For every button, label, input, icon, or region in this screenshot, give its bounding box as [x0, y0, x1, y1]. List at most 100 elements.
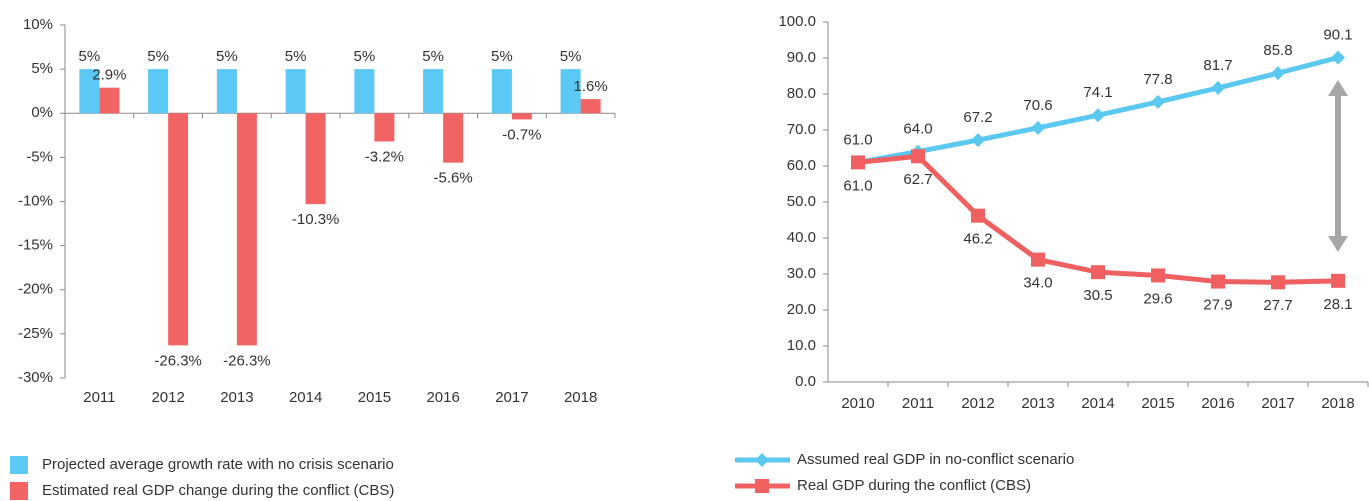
y-tick-label: 70.0: [787, 121, 816, 138]
x-tick-label: 2017: [495, 389, 528, 406]
x-tick-label: 2011: [902, 395, 934, 412]
data-label: 46.2: [963, 231, 992, 248]
data-label: 1.6%: [574, 78, 608, 95]
y-tick-label: 0.0: [795, 373, 816, 390]
bar: [511, 113, 532, 120]
legend-marker: [755, 479, 769, 493]
x-tick-label: 2012: [151, 389, 184, 406]
data-label: -26.3%: [154, 352, 202, 369]
data-label: 5%: [354, 48, 376, 65]
point-marker: [1091, 265, 1105, 280]
bar: [148, 69, 169, 114]
legend-label: Estimated real GDP change during the con…: [42, 482, 394, 499]
point-marker: [1151, 268, 1165, 283]
bar: [285, 69, 306, 114]
x-tick-label: 2016: [426, 389, 459, 406]
point-marker: [971, 208, 985, 223]
x-tick-label: 2017: [1261, 395, 1294, 412]
y-tick-label: -5%: [26, 148, 53, 165]
data-label: 61.0: [843, 131, 872, 148]
legend-marker: [755, 453, 769, 467]
data-label: 29.6: [1143, 290, 1172, 307]
legend-label: Assumed real GDP in no-conflict scenario: [797, 451, 1074, 468]
data-label: 62.7: [903, 171, 932, 188]
y-tick-label: -15%: [18, 237, 53, 254]
data-label: 61.0: [843, 177, 872, 194]
bar: [99, 87, 120, 114]
data-label: 74.1: [1083, 84, 1112, 101]
data-label: 70.6: [1023, 97, 1052, 114]
point-marker: [1151, 94, 1165, 109]
x-tick-label: 2015: [358, 389, 391, 406]
point-marker: [1031, 120, 1045, 135]
point-marker: [1331, 50, 1345, 65]
x-tick-label: 2018: [1321, 395, 1354, 412]
y-tick-label: 40.0: [787, 229, 816, 246]
x-tick-label: 2013: [220, 389, 253, 406]
point-marker: [911, 149, 925, 164]
data-label: 34.0: [1023, 275, 1052, 292]
data-label: 5%: [285, 48, 307, 65]
data-label: 27.9: [1203, 297, 1232, 314]
data-label: 5%: [79, 48, 101, 65]
y-tick-label: 90.0: [787, 49, 816, 66]
data-label: 81.7: [1203, 57, 1232, 74]
gap-arrow: [1328, 80, 1348, 252]
data-label: 5%: [560, 48, 582, 65]
y-tick-label: -10%: [18, 192, 53, 209]
bar: [423, 69, 444, 114]
data-label: 64.0: [903, 121, 932, 138]
x-tick-label: 2015: [1141, 395, 1174, 412]
bar: [216, 69, 237, 114]
x-tick-label: 2014: [289, 389, 322, 406]
bar: [374, 113, 395, 142]
y-tick-label: 100.0: [778, 13, 816, 30]
bar: [79, 69, 100, 114]
data-label: 5%: [422, 48, 444, 65]
data-label: 5%: [491, 48, 513, 65]
point-marker: [1091, 108, 1105, 123]
data-label: 28.1: [1323, 296, 1352, 313]
bar: [236, 113, 257, 346]
data-label: 85.8: [1263, 42, 1292, 59]
data-label: -5.6%: [434, 170, 473, 187]
legend-label: Projected average growth rate with no cr…: [42, 456, 394, 473]
bar: [443, 113, 464, 163]
y-tick-label: 10.0: [787, 337, 816, 354]
y-tick-label: 20.0: [787, 301, 816, 318]
bar: [580, 99, 601, 114]
bar: [305, 113, 326, 205]
point-marker: [1211, 274, 1225, 289]
data-label: -3.2%: [365, 148, 404, 165]
x-tick-label: 2011: [83, 389, 115, 406]
point-marker: [1331, 273, 1345, 288]
data-label: 90.1: [1323, 27, 1352, 44]
point-marker: [851, 155, 865, 170]
y-tick-label: -30%: [18, 369, 53, 386]
bar: [491, 69, 512, 114]
y-tick-label: -20%: [18, 281, 53, 298]
x-tick-label: 2012: [961, 395, 994, 412]
y-tick-label: -25%: [18, 325, 53, 342]
bar: [168, 113, 189, 346]
data-label: 67.2: [963, 109, 992, 126]
x-tick-label: 2018: [564, 389, 597, 406]
x-tick-label: 2014: [1081, 395, 1114, 412]
legend-swatch: [10, 482, 28, 500]
data-label: 27.7: [1263, 297, 1292, 314]
data-label: 5%: [216, 48, 238, 65]
x-tick-label: 2010: [841, 395, 874, 412]
data-label: -0.7%: [502, 126, 541, 143]
legend-swatch: [10, 456, 28, 474]
point-marker: [1031, 252, 1045, 267]
point-marker: [1271, 275, 1285, 290]
data-label: -10.3%: [292, 211, 340, 228]
data-label: 30.5: [1083, 287, 1112, 304]
bar: [354, 69, 375, 114]
data-label: 5%: [147, 48, 169, 65]
y-tick-label: 0%: [31, 104, 53, 121]
data-label: 2.9%: [92, 67, 126, 84]
y-tick-label: 30.0: [787, 265, 816, 282]
x-tick-label: 2013: [1021, 395, 1054, 412]
